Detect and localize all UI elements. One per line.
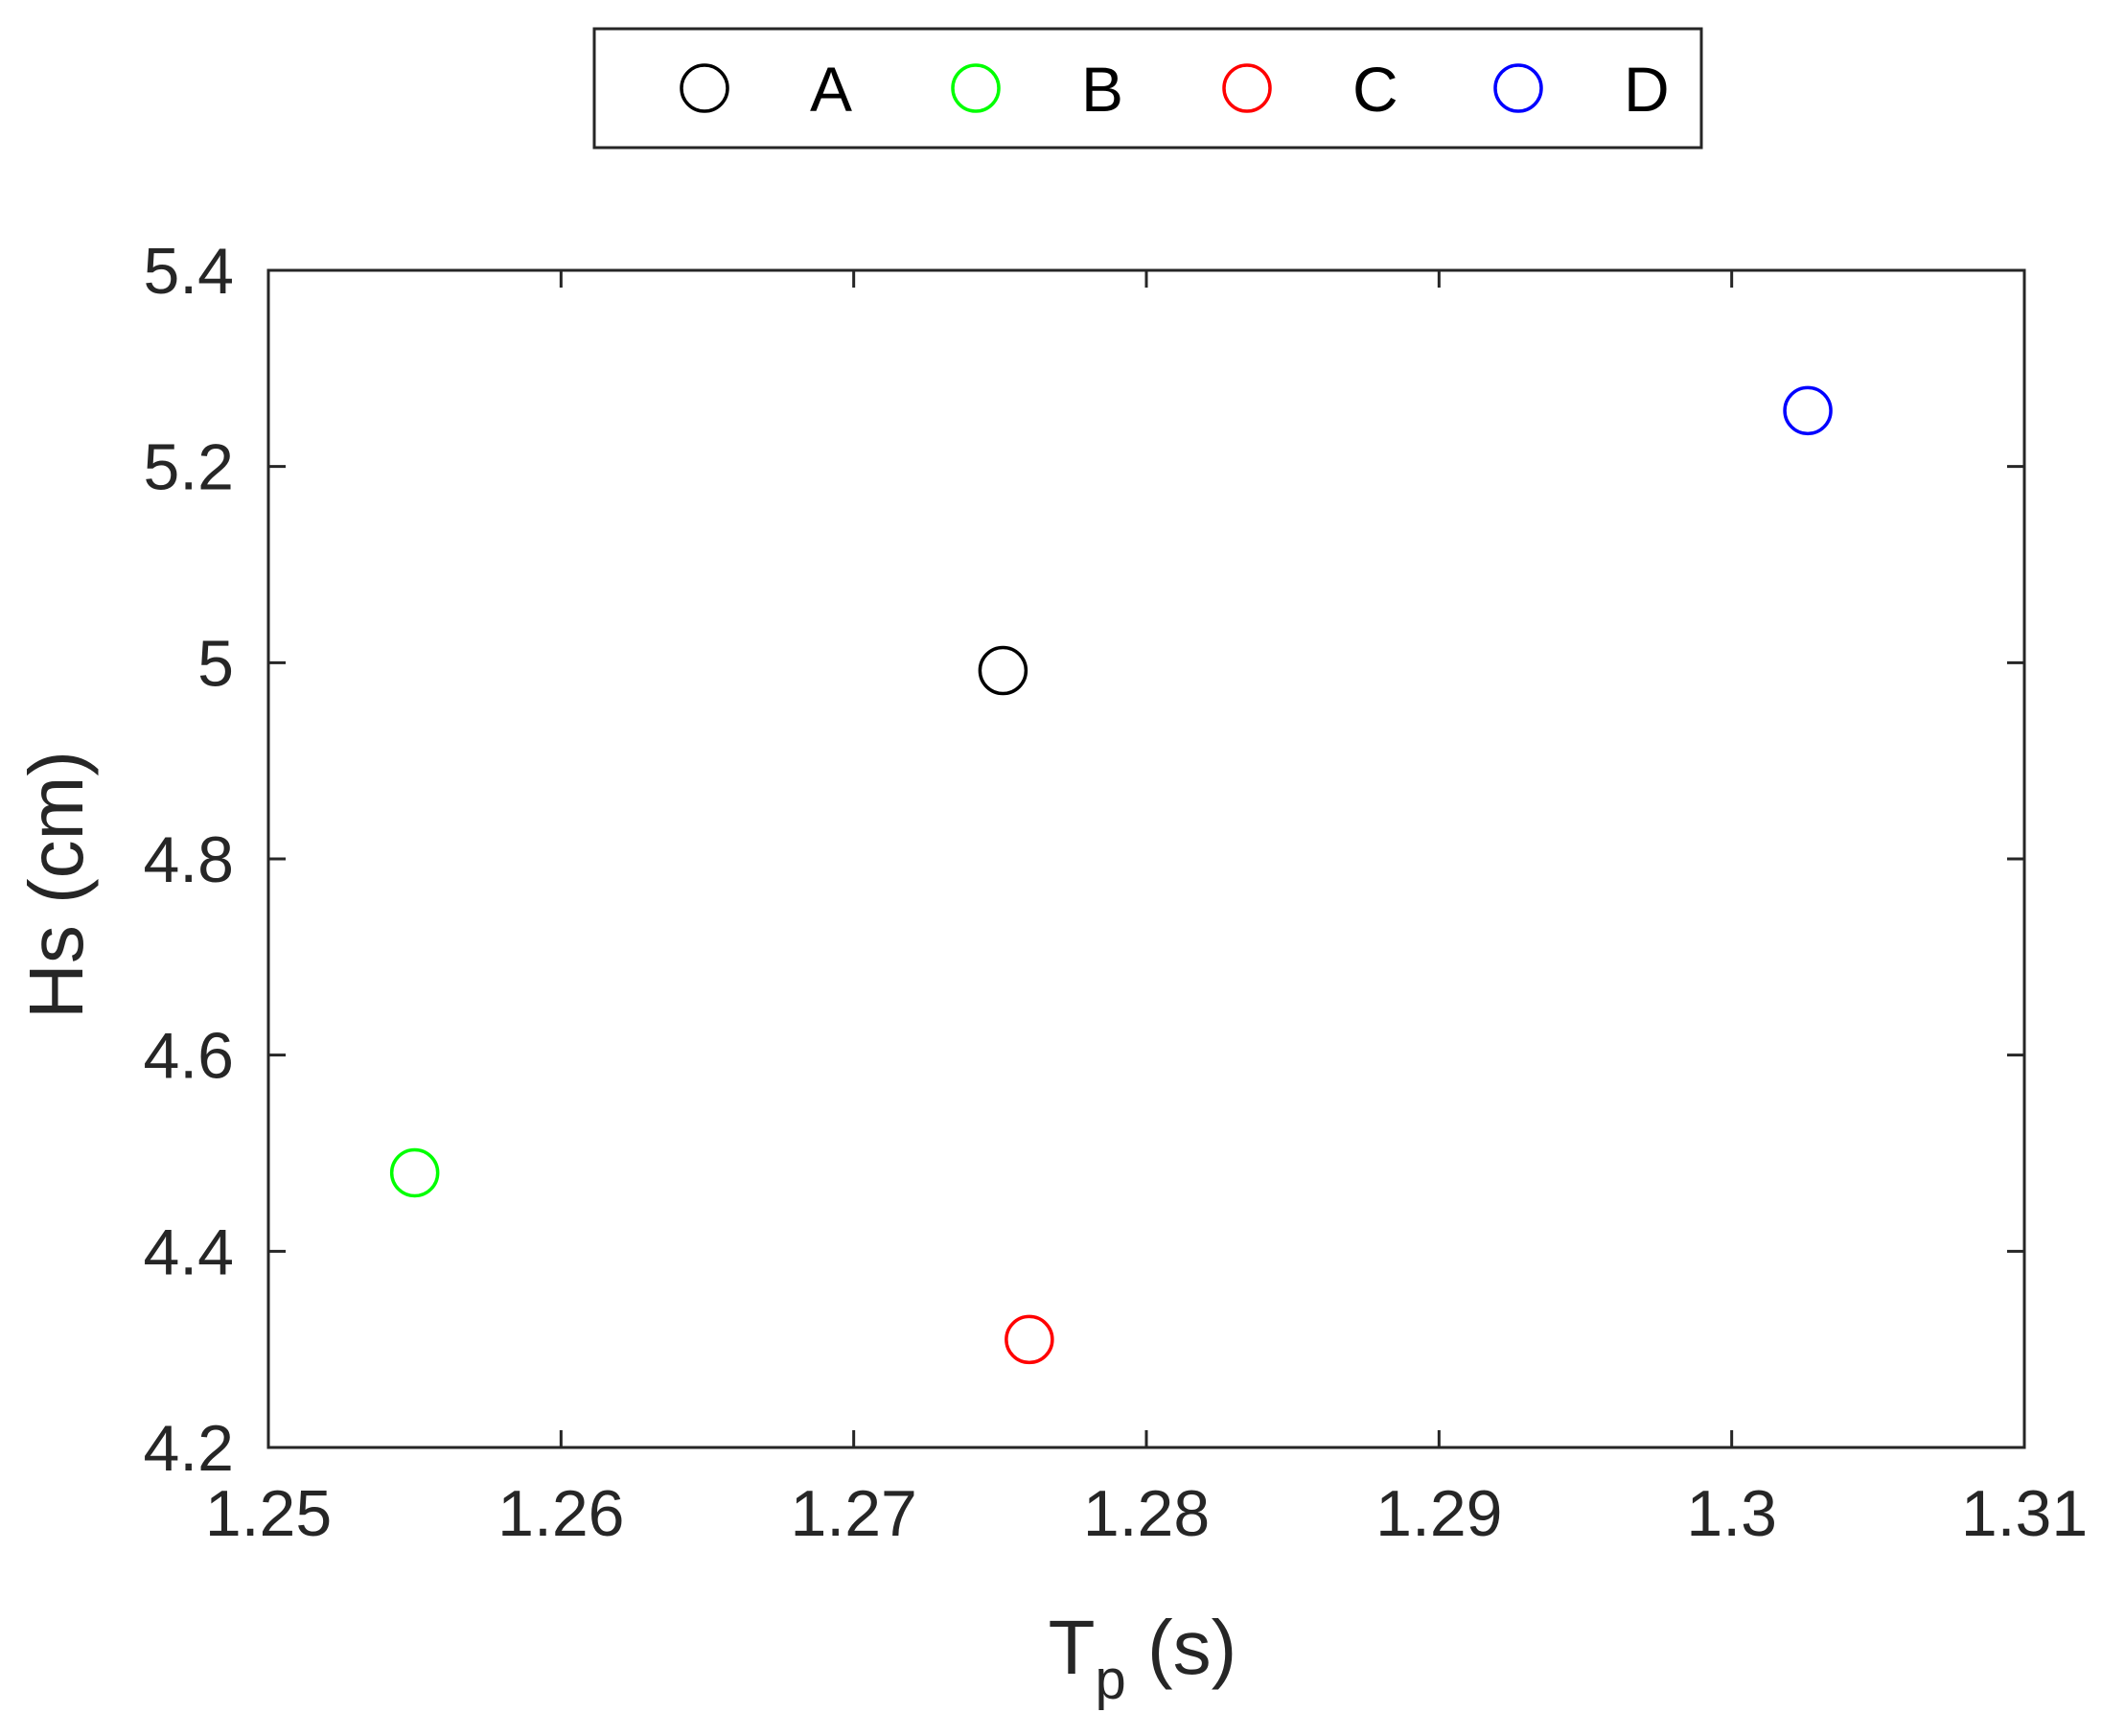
legend: A B C D	[592, 27, 1703, 150]
x-axis-title-suffix: (s)	[1126, 1605, 1237, 1690]
data-point-a	[978, 645, 1028, 696]
legend-label-d: D	[1624, 54, 1670, 125]
legend-marker-c	[1222, 63, 1272, 113]
x-axis-title-subscript: p	[1096, 1649, 1126, 1711]
legend-marker-a	[680, 63, 729, 113]
legend-marker-b	[951, 63, 1001, 113]
legend-label-a: A	[810, 54, 852, 125]
legend-box	[592, 27, 1703, 150]
x-tick-label: 1.31	[1961, 1477, 2088, 1550]
y-tick-label: 4.6	[143, 1020, 234, 1093]
legend-label-c: C	[1352, 54, 1398, 125]
data-point-c	[1005, 1314, 1054, 1365]
axis-ticks	[266, 268, 2026, 1449]
y-tick-label: 4.4	[143, 1215, 234, 1288]
legend-marker-d	[1493, 63, 1543, 113]
x-axis-title-main: T	[1049, 1605, 1096, 1690]
data-point-d	[1783, 385, 1833, 436]
x-tick-label: 1.26	[497, 1477, 624, 1550]
x-tick-label: 1.27	[790, 1477, 916, 1550]
data-point-b	[389, 1147, 440, 1198]
x-tick-label: 1.3	[1686, 1477, 1777, 1550]
plot-area	[266, 268, 2026, 1449]
x-tick-label: 1.29	[1375, 1477, 1502, 1550]
y-tick-label: 5.4	[143, 235, 234, 308]
data-markers	[389, 385, 1833, 1365]
x-tick-label: 1.25	[205, 1477, 332, 1550]
y-tick-label: 4.2	[143, 1412, 234, 1485]
y-tick-label: 5	[197, 627, 234, 700]
y-tick-label: 5.2	[143, 431, 234, 504]
x-axis-title: Tp (s)	[1049, 1605, 1237, 1711]
y-axis-title: Hs (cm)	[13, 751, 99, 1019]
y-tick-label: 4.8	[143, 823, 234, 896]
legend-label-b: B	[1081, 54, 1123, 125]
x-tick-label: 1.28	[1083, 1477, 1210, 1550]
axis-tick-labels: 1.25 1.26 1.27 1.28 1.29 1.3 1.31 4.2 4.4 4.6 4.8 5…	[143, 235, 2088, 1550]
